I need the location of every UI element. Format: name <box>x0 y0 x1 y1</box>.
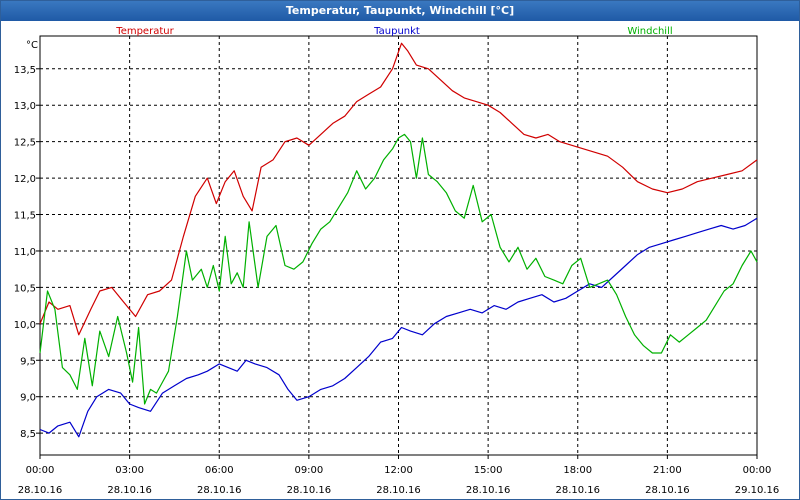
x-tick-time: 12:00 <box>384 465 413 476</box>
x-tick-date: 28.10.16 <box>18 485 63 496</box>
x-tick-time: 00:00 <box>26 465 55 476</box>
series-line-temperatur <box>39 42 758 336</box>
x-tick-date: 28.10.16 <box>107 485 152 496</box>
legend-windchill: Windchill <box>627 26 672 37</box>
x-tick-date: 28.10.16 <box>197 485 242 496</box>
series-lines <box>39 42 758 438</box>
y-tick-label: 9,5 <box>20 356 36 367</box>
y-axis-unit: °C <box>26 40 38 51</box>
x-tick-time: 06:00 <box>205 465 234 476</box>
legend: Temperatur Taupunkt Windchill <box>115 26 672 37</box>
y-tick-labels: 8,5 9,0 9,5 10,0 10,5 11,0 11,5 12,0 12,5 13,0 13,… <box>14 65 36 440</box>
y-tick-label: 9,0 <box>20 393 36 404</box>
y-tick-label: 12,5 <box>14 138 36 149</box>
x-tick-date: 28.10.16 <box>287 485 332 496</box>
x-tick-date: 28.10.16 <box>466 485 511 496</box>
y-tick-label: 13,0 <box>14 101 36 112</box>
series-line-windchill <box>39 133 758 405</box>
x-tick-labels: 00:00 28.10.16 03:00 28.10.16 06:00 28.10.16 0… <box>18 465 780 496</box>
x-tick-time: 18:00 <box>563 465 592 476</box>
y-tick-label: 12,0 <box>14 174 36 185</box>
axes <box>36 35 758 459</box>
y-tick-label: 13,5 <box>14 65 36 76</box>
legend-taupunkt: Taupunkt <box>373 26 420 37</box>
x-tick-date: 28.10.16 <box>555 485 600 496</box>
x-tick-date: 28.10.16 <box>376 485 421 496</box>
x-tick-time: 15:00 <box>474 465 503 476</box>
y-tick-label: 11,0 <box>14 247 36 258</box>
y-tick-label: 11,5 <box>14 211 36 222</box>
plot-border <box>39 35 758 456</box>
y-tick-label: 10,5 <box>14 283 36 294</box>
x-tick-time: 03:00 <box>115 465 144 476</box>
y-tick-label: 10,0 <box>14 320 36 331</box>
x-tick-time: 21:00 <box>653 465 682 476</box>
x-tick-date: 28.10.16 <box>645 485 690 496</box>
grid-lines <box>40 36 757 455</box>
x-tick-time: 09:00 <box>294 465 323 476</box>
x-tick-date: 29.10.16 <box>735 485 780 496</box>
x-tick-time: 00:00 <box>743 465 772 476</box>
legend-temperatur: Temperatur <box>115 26 174 37</box>
series-line-taupunkt <box>39 217 758 438</box>
window-title: Temperatur, Taupunkt, Windchill [°C] <box>1 1 799 21</box>
y-tick-label: 8,5 <box>20 429 36 440</box>
